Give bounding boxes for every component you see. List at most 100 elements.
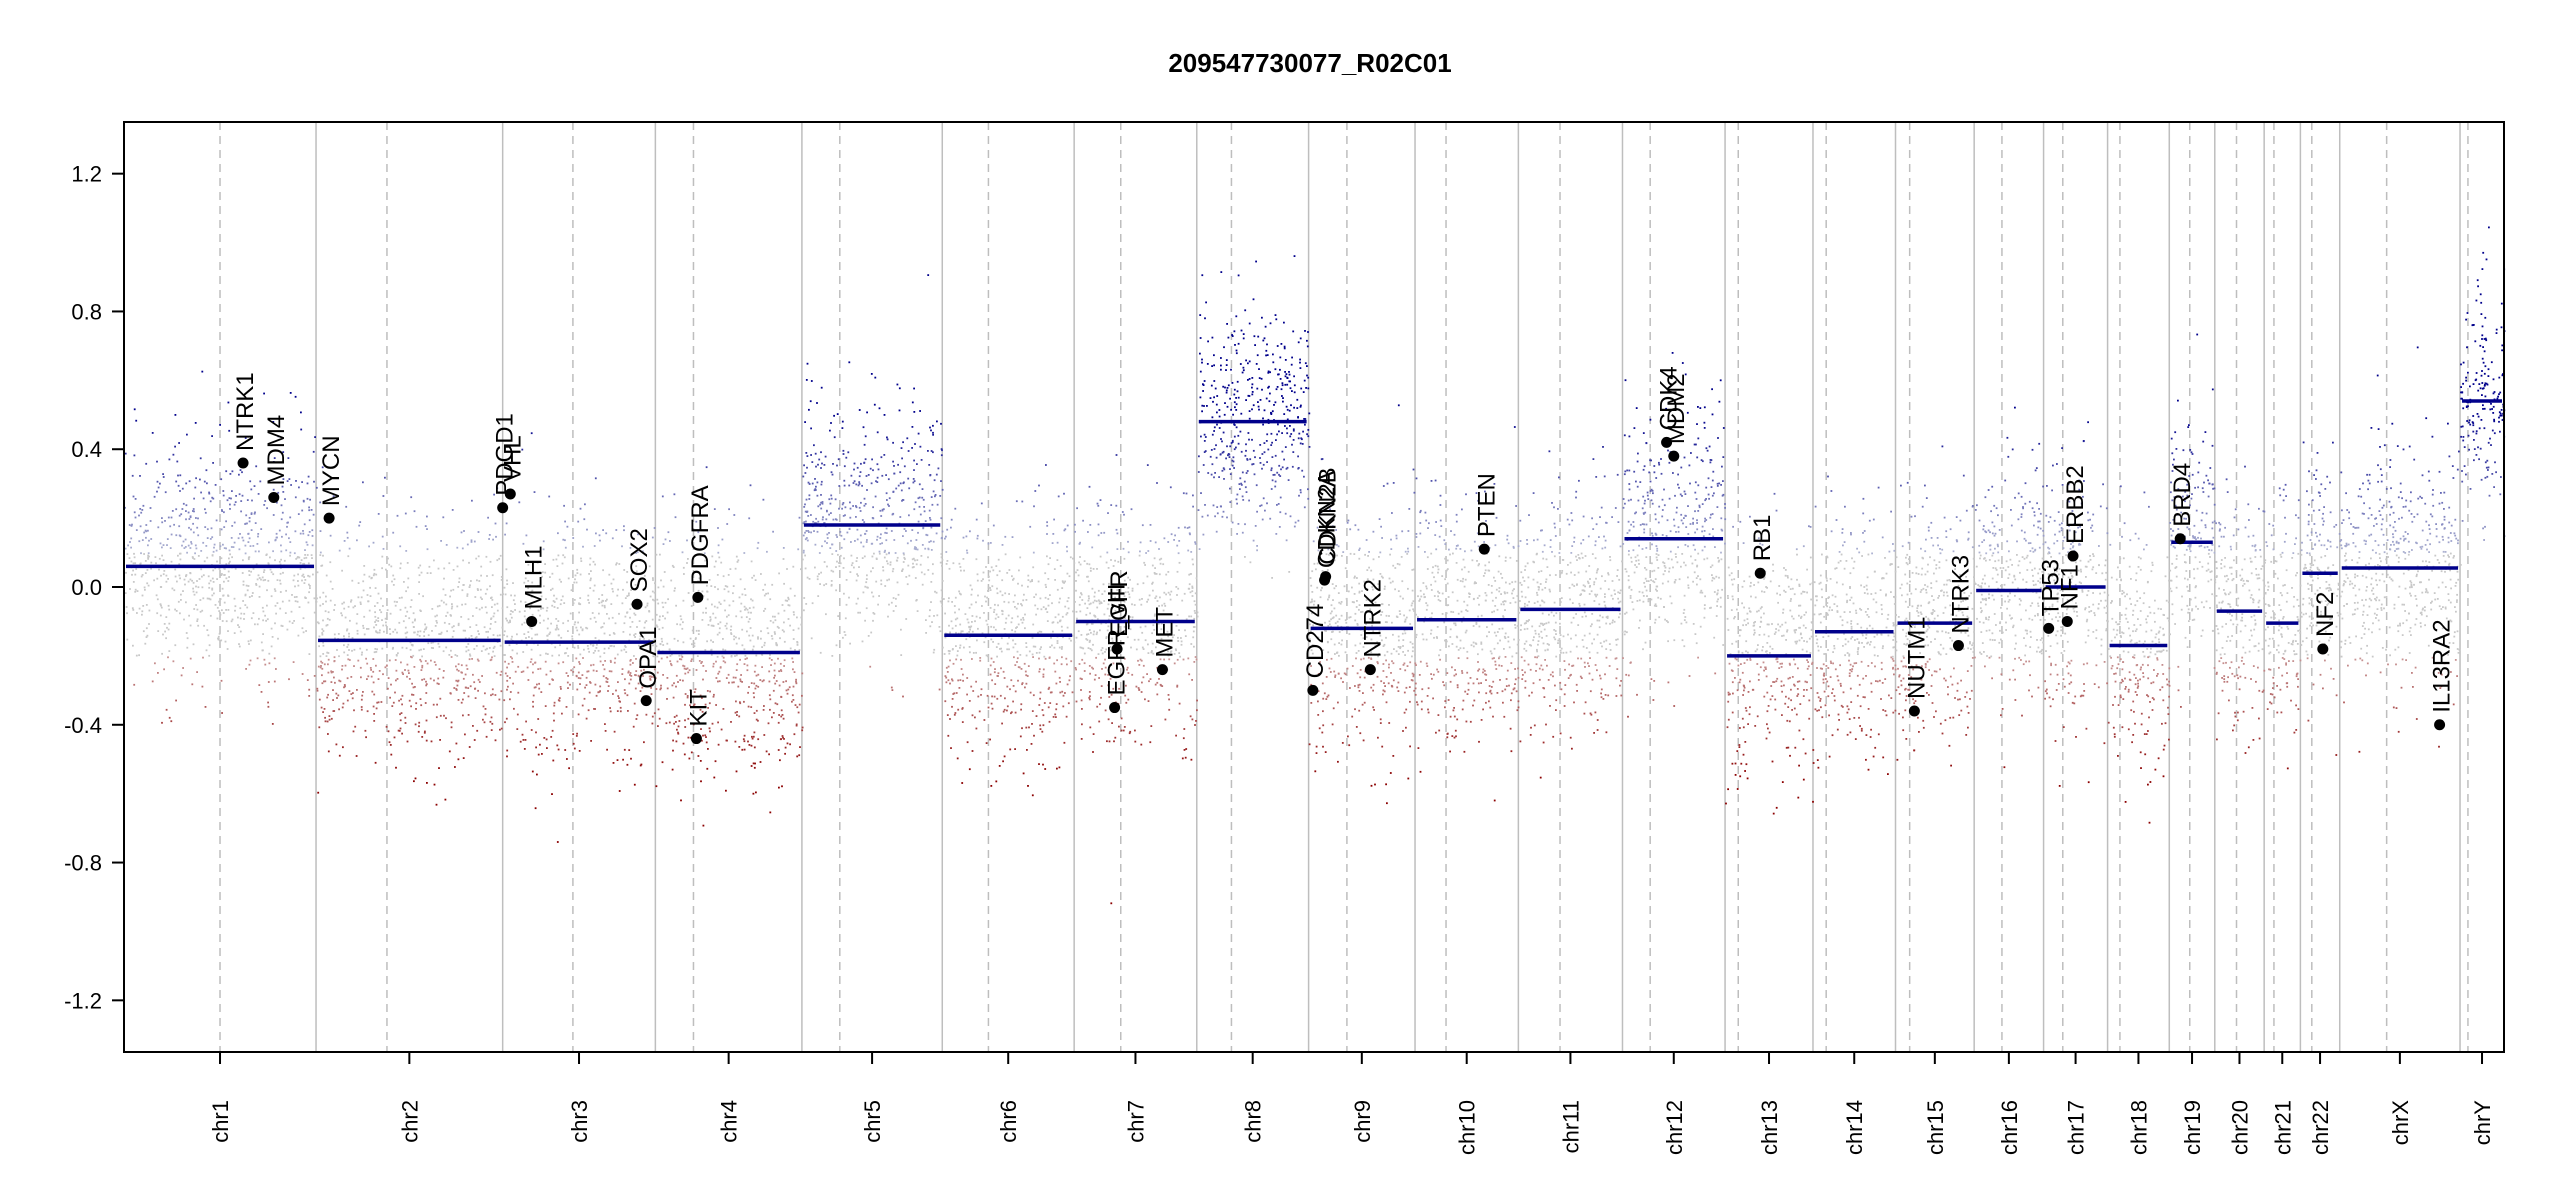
- probe-point: [277, 435, 280, 438]
- probe-point: [254, 623, 256, 626]
- probe-point: [1225, 364, 1228, 366]
- probe-point: [491, 688, 494, 691]
- probe-point: [941, 559, 944, 561]
- probe-point: [523, 615, 526, 618]
- probe-point: [947, 679, 950, 682]
- probe-point: [781, 785, 783, 788]
- probe-point: [299, 568, 302, 570]
- probe-point: [793, 594, 796, 597]
- probe-point: [561, 712, 563, 715]
- probe-point: [227, 401, 230, 404]
- probe-point: [1026, 675, 1029, 677]
- probe-point: [1276, 504, 1278, 506]
- probe-point: [657, 725, 659, 727]
- probe-point: [975, 651, 977, 654]
- probe-point: [202, 597, 205, 600]
- probe-point: [233, 541, 236, 544]
- probe-point: [132, 581, 135, 583]
- probe-point: [614, 657, 617, 660]
- probe-point: [979, 657, 982, 659]
- probe-point: [244, 604, 247, 606]
- probe-point: [154, 662, 156, 665]
- probe-point: [1080, 646, 1083, 649]
- probe-point: [606, 681, 609, 683]
- probe-point: [469, 685, 472, 688]
- probe-point: [1092, 667, 1094, 670]
- probe-point: [560, 688, 562, 690]
- probe-point: [464, 629, 466, 632]
- probe-point: [820, 507, 823, 510]
- probe-point: [1222, 450, 1225, 453]
- probe-point: [840, 534, 843, 537]
- probe-point: [1064, 528, 1067, 531]
- probe-point: [863, 504, 866, 507]
- probe-point: [1284, 446, 1287, 448]
- probe-point: [1215, 403, 1218, 406]
- probe-point: [1285, 373, 1288, 375]
- probe-point: [1196, 699, 1198, 702]
- probe-point: [1143, 561, 1146, 564]
- probe-point: [907, 450, 910, 452]
- probe-point: [821, 545, 823, 548]
- probe-point: [802, 522, 805, 525]
- probe-point: [999, 590, 1002, 593]
- probe-point: [1251, 463, 1254, 466]
- probe-point: [665, 722, 668, 725]
- probe-point: [601, 604, 604, 607]
- probe-point: [1307, 497, 1310, 500]
- probe-point: [406, 663, 409, 666]
- probe-point: [1035, 652, 1038, 654]
- probe-point: [393, 736, 396, 739]
- probe-point: [426, 572, 429, 574]
- probe-point: [473, 540, 476, 543]
- probe-point: [699, 760, 702, 762]
- probe-point: [783, 640, 786, 643]
- probe-point: [719, 666, 722, 668]
- probe-point: [606, 613, 608, 615]
- probe-point: [789, 587, 792, 590]
- probe-point: [1222, 510, 1225, 513]
- probe-point: [1203, 451, 1206, 453]
- probe-point: [636, 626, 638, 628]
- probe-point: [1142, 676, 1145, 679]
- probe-point: [1106, 607, 1109, 610]
- probe-point: [930, 549, 933, 551]
- probe-point: [193, 593, 196, 596]
- probe-point: [1242, 369, 1245, 372]
- probe-point: [746, 669, 749, 672]
- probe-point: [831, 543, 833, 546]
- probe-point: [986, 694, 989, 697]
- probe-point: [266, 507, 268, 510]
- probe-point: [1040, 646, 1042, 649]
- probe-point: [901, 569, 904, 572]
- probe-point: [1076, 507, 1078, 510]
- probe-point: [908, 487, 911, 490]
- probe-point: [1096, 618, 1099, 620]
- probe-point: [245, 584, 248, 587]
- probe-point: [413, 510, 416, 513]
- probe-point: [413, 631, 415, 634]
- probe-point: [727, 574, 730, 576]
- probe-point: [380, 701, 383, 703]
- probe-point: [134, 498, 137, 500]
- probe-point: [341, 602, 344, 605]
- probe-point: [1189, 591, 1192, 594]
- probe-point: [223, 547, 226, 549]
- probe-point: [1191, 718, 1194, 721]
- probe-point: [977, 695, 980, 698]
- probe-point: [640, 763, 643, 766]
- probe-point: [1097, 504, 1100, 507]
- probe-point: [918, 483, 921, 486]
- probe-point: [442, 588, 445, 591]
- probe-point: [1045, 586, 1047, 588]
- probe-point: [346, 646, 349, 648]
- probe-point: [216, 578, 218, 580]
- probe-point: [244, 522, 247, 525]
- probe-point: [1157, 613, 1160, 616]
- probe-point: [682, 621, 684, 624]
- probe-point: [501, 607, 504, 610]
- probe-point: [346, 536, 349, 539]
- probe-point: [372, 670, 375, 673]
- probe-point: [852, 505, 854, 507]
- probe-point: [220, 557, 223, 560]
